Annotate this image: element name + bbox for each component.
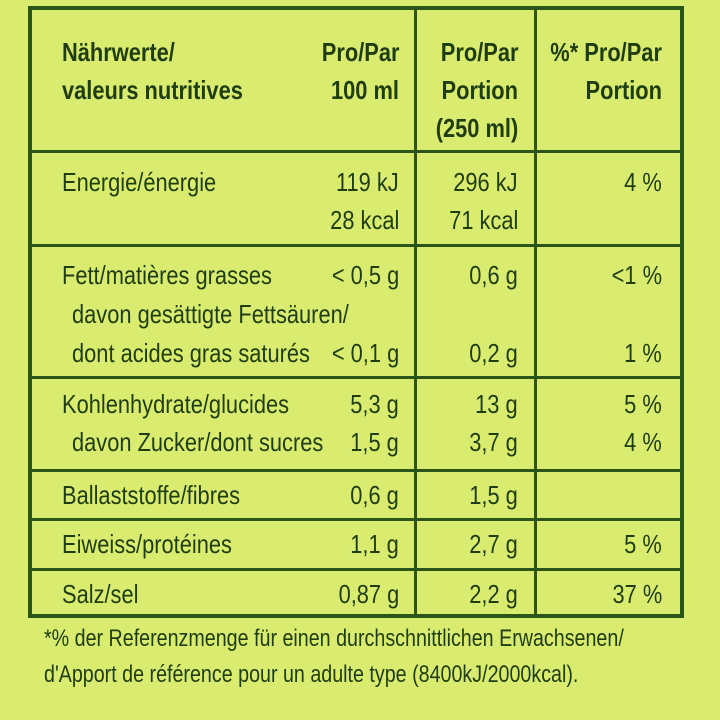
- row-label-salt: Salz/sel: [62, 579, 139, 609]
- header-label-line1: Nährwerte/: [62, 37, 175, 67]
- row-label-energy: Energie/énergie: [62, 167, 217, 197]
- protein-pct: 5 %: [624, 529, 662, 559]
- header-portion-line3: (250 ml): [435, 113, 518, 143]
- row-divider-fibre: [32, 518, 680, 521]
- row-label-carbohydrates: Kohlenhydrate/glucides: [62, 389, 290, 419]
- sugars-pct: 4 %: [624, 427, 662, 457]
- sugars-per100: 1,5 g: [350, 427, 399, 457]
- header-pct-line1: %* Pro/Par: [550, 37, 662, 67]
- energy-portion-kj: 296 kJ: [453, 167, 518, 197]
- fibre-portion: 1,5 g: [469, 480, 518, 510]
- header-portion-line2: Portion: [441, 75, 518, 105]
- fat-per100: < 0,5 g: [331, 260, 399, 290]
- fibre-per100: 0,6 g: [350, 480, 399, 510]
- saturates-per100: < 0,1 g: [331, 338, 399, 368]
- salt-per100: 0,87 g: [338, 579, 399, 609]
- fat-portion: 0,6 g: [469, 260, 518, 290]
- protein-portion: 2,7 g: [469, 529, 518, 559]
- row-divider-energy: [32, 244, 680, 247]
- energy-portion-kcal: 71 kcal: [448, 205, 518, 235]
- sugars-portion: 3,7 g: [469, 427, 518, 457]
- row-label-fat: Fett/matières grasses: [62, 260, 272, 290]
- header-per100-line2: 100 ml: [330, 75, 399, 105]
- row-label-protein: Eiweiss/protéines: [62, 529, 232, 559]
- row-label-saturates-de: davon gesättigte Fettsäuren/: [72, 299, 349, 329]
- saturates-portion: 0,2 g: [469, 338, 518, 368]
- header-pct-line2: Portion: [585, 75, 662, 105]
- footnote-line2: d'Apport de référence pour un adulte typ…: [44, 661, 579, 688]
- footnote-line1: *% der Referenzmenge für einen durchschn…: [44, 625, 624, 652]
- row-divider-header: [32, 150, 680, 153]
- energy-per100-kcal: 28 kcal: [329, 205, 399, 235]
- carbohydrates-per100: 5,3 g: [350, 389, 399, 419]
- row-label-sugars: davon Zucker/dont sucres: [72, 427, 324, 457]
- row-label-fibre: Ballaststoffe/fibres: [62, 480, 241, 510]
- header-label-line2: valeurs nutritives: [62, 75, 243, 105]
- row-divider-fat: [32, 376, 680, 379]
- fat-pct: <1 %: [611, 260, 662, 290]
- carbohydrates-pct: 5 %: [624, 389, 662, 419]
- column-divider-2: [534, 10, 537, 614]
- header-per100-line1: Pro/Par: [321, 37, 399, 67]
- salt-portion: 2,2 g: [469, 579, 518, 609]
- energy-pct: 4 %: [624, 167, 662, 197]
- column-divider-1: [414, 10, 417, 614]
- carbohydrates-portion: 13 g: [475, 389, 518, 419]
- row-divider-protein: [32, 568, 680, 571]
- saturates-pct: 1 %: [624, 338, 662, 368]
- header-portion-line1: Pro/Par: [440, 37, 518, 67]
- protein-per100: 1,1 g: [350, 529, 399, 559]
- row-divider-carbs: [32, 469, 680, 472]
- salt-pct: 37 %: [612, 579, 662, 609]
- row-label-saturates-fr: dont acides gras saturés: [72, 338, 310, 368]
- nutrition-table: Nährwerte/ valeurs nutritives Pro/Par 10…: [28, 6, 684, 618]
- energy-per100-kj: 119 kJ: [336, 167, 399, 197]
